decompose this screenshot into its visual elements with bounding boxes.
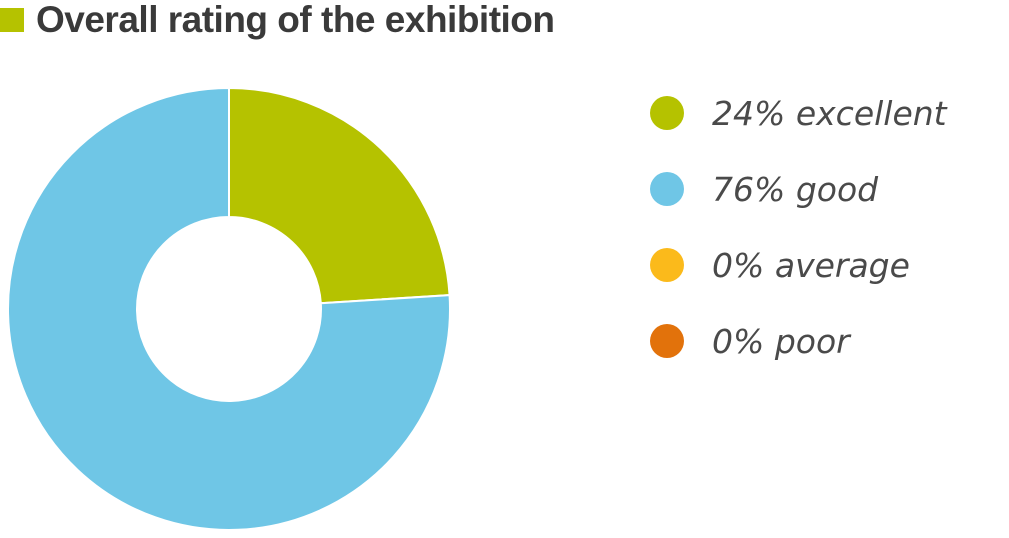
- chart-title: Overall rating of the exhibition: [36, 0, 555, 40]
- legend-dot-poor: [650, 324, 684, 358]
- donut-chart: [7, 86, 451, 531]
- chart-title-row: Overall rating of the exhibition: [0, 0, 555, 40]
- legend-item-good: 76% good: [650, 151, 1005, 227]
- legend-label-excellent: 24% excellent: [712, 93, 947, 133]
- slice-excellent: [228, 86, 451, 305]
- legend-dot-average: [650, 248, 684, 282]
- legend-label-poor: 0% poor: [712, 321, 850, 361]
- legend-item-poor: 0% poor: [650, 303, 1005, 379]
- legend-dot-excellent: [650, 96, 684, 130]
- chart-legend: 24% excellent 76% good 0% average 0% poo…: [650, 75, 1005, 379]
- title-marker-square: [0, 8, 24, 32]
- legend-label-average: 0% average: [712, 245, 910, 285]
- legend-label-good: 76% good: [712, 169, 879, 209]
- legend-item-excellent: 24% excellent: [650, 75, 1005, 151]
- slice-good: [7, 86, 451, 531]
- legend-dot-good: [650, 172, 684, 206]
- legend-item-average: 0% average: [650, 227, 1005, 303]
